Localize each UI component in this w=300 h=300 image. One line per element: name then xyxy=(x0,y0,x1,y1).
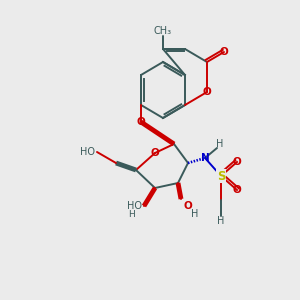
Text: HO: HO xyxy=(80,147,95,157)
Text: O: O xyxy=(232,157,242,167)
Text: O: O xyxy=(232,185,242,195)
Text: O: O xyxy=(220,47,228,57)
Text: H: H xyxy=(191,209,198,219)
Text: H: H xyxy=(217,216,225,226)
Text: S: S xyxy=(217,169,225,182)
Text: O: O xyxy=(183,201,192,211)
Text: CH₃: CH₃ xyxy=(154,26,172,36)
Text: O: O xyxy=(202,87,211,97)
Text: O: O xyxy=(151,148,159,158)
Text: HO: HO xyxy=(127,201,142,211)
Text: O: O xyxy=(136,117,146,127)
Text: N: N xyxy=(201,153,209,163)
Text: H: H xyxy=(128,210,135,219)
Text: H: H xyxy=(216,139,224,149)
